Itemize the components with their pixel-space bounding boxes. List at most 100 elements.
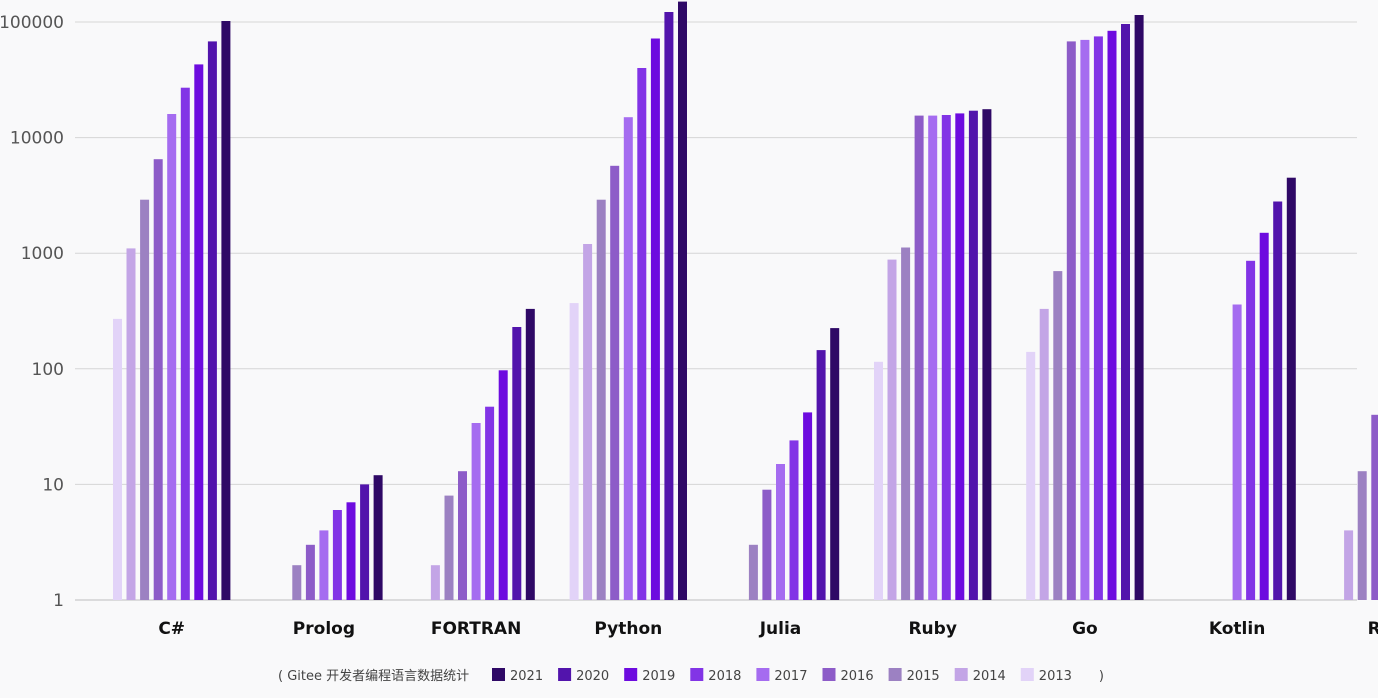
bar-ruby-2014 xyxy=(887,259,897,600)
bar-csharp-2020 xyxy=(207,41,217,600)
bar-go-2014 xyxy=(1039,308,1049,600)
bar-fortran-2019 xyxy=(498,370,508,600)
bar-csharp-2019 xyxy=(194,64,204,600)
bar-prolog-2017 xyxy=(319,530,329,600)
bar-go-2015 xyxy=(1053,271,1063,600)
bar-fortran-2016 xyxy=(458,471,467,600)
bar-kotlin-2018 xyxy=(1246,260,1256,600)
legend-swatch xyxy=(492,668,505,681)
bar-python-2021 xyxy=(678,1,687,601)
legend-swatch xyxy=(756,668,770,681)
bar-ruby-2016 xyxy=(914,115,924,600)
bar-prolog-2016 xyxy=(305,544,315,600)
legend-label: 2017 xyxy=(774,669,807,684)
y-tick-label: 10 xyxy=(42,475,64,495)
bar-julia-2021 xyxy=(830,328,840,600)
bar-rust-2014 xyxy=(1344,530,1354,600)
bar-fortran-2015 xyxy=(444,495,454,600)
x-tick-label: Rust xyxy=(1368,619,1378,639)
bar-ruby-2015 xyxy=(901,247,911,600)
bar-python-2014 xyxy=(583,244,593,600)
legend-swatch xyxy=(888,668,902,681)
legend-label: 2013 xyxy=(1039,669,1072,684)
bar-kotlin-2020 xyxy=(1273,201,1283,600)
grid-lines xyxy=(75,21,1357,601)
bar-csharp-2017 xyxy=(167,114,177,600)
x-tick-label: Kotlin xyxy=(1209,619,1265,639)
x-axis-ticks: C# Prolog FORTRAN Python Julia Ruby Go Kotlin Ru… xyxy=(158,619,1378,639)
legend-swatch xyxy=(624,668,638,681)
bar-ruby-2021 xyxy=(982,109,992,600)
x-tick-label: Prolog xyxy=(293,619,355,639)
legend-swatch xyxy=(954,668,968,681)
bar-go-2018 xyxy=(1093,36,1103,600)
bar-python-2016 xyxy=(610,165,620,601)
y-tick-label: 100000 xyxy=(0,13,64,33)
bar-kotlin-2019 xyxy=(1259,232,1269,601)
x-tick-label: Go xyxy=(1072,619,1098,639)
legend-label: 2018 xyxy=(708,669,741,684)
bar-kotlin-2021 xyxy=(1286,177,1296,600)
bar-go-2016 xyxy=(1066,41,1076,600)
legend-label: 2015 xyxy=(907,669,940,684)
legend-suffix: ) xyxy=(1099,669,1104,684)
legend-label: 2019 xyxy=(642,669,675,684)
bar-prolog-2015 xyxy=(292,565,302,600)
legend-swatch xyxy=(558,668,572,681)
bar-julia-2018 xyxy=(789,440,799,600)
legend-label: 2020 xyxy=(576,669,609,684)
legend: ( Gitee 开发者编程语言数据统计 2021 2020 2019 2018 2017 2… xyxy=(278,668,1104,684)
bar-go-2017 xyxy=(1080,39,1090,600)
bar-julia-2017 xyxy=(776,464,785,600)
bar-python-2019 xyxy=(650,38,660,600)
bar-ruby-2018 xyxy=(941,115,951,600)
bar-ruby-2020 xyxy=(968,110,978,600)
bar-csharp-2021 xyxy=(221,21,231,600)
bar-csharp-2018 xyxy=(180,87,190,600)
legend-label: 2016 xyxy=(841,669,874,684)
bar-csharp-2016 xyxy=(153,159,163,600)
bar-csharp-2014 xyxy=(126,248,136,600)
legend-swatch xyxy=(690,668,704,681)
x-tick-label: Python xyxy=(594,619,662,639)
bar-prolog-2020 xyxy=(360,484,370,600)
x-tick-label: C# xyxy=(158,619,185,639)
x-tick-label: Julia xyxy=(759,619,802,639)
bar-python-2015 xyxy=(596,199,606,600)
bar-go-2013 xyxy=(1026,351,1036,600)
bar-go-2021 xyxy=(1134,15,1144,600)
bar-go-2019 xyxy=(1107,30,1117,601)
bar-python-2018 xyxy=(637,68,647,600)
x-tick-label: FORTRAN xyxy=(431,619,521,639)
y-tick-label: 100 xyxy=(32,360,64,380)
bar-fortran-2021 xyxy=(525,308,535,600)
bar-julia-2015 xyxy=(748,544,758,600)
legend-label: 2014 xyxy=(973,669,1006,684)
bar-julia-2019 xyxy=(803,412,813,600)
bar-ruby-2019 xyxy=(955,113,965,601)
y-tick-label: 1 xyxy=(53,591,64,611)
bar-csharp-2013 xyxy=(113,318,122,600)
bar-kotlin-2017 xyxy=(1232,304,1242,600)
bar-rust-2015 xyxy=(1357,471,1367,600)
bar-python-2017 xyxy=(623,117,633,600)
legend-swatch xyxy=(822,668,836,681)
y-axis-ticks: 1 10 100 1000 10000 100000 xyxy=(0,13,64,611)
x-tick-label: Ruby xyxy=(908,619,956,639)
bar-rust-2016 xyxy=(1371,414,1378,600)
bar-python-2020 xyxy=(664,12,674,600)
bar-csharp-2015 xyxy=(140,199,150,600)
bars xyxy=(113,1,1378,601)
bar-ruby-2013 xyxy=(874,361,883,600)
bar-fortran-2014 xyxy=(430,565,440,600)
bar-fortran-2018 xyxy=(485,406,495,600)
bar-python-2013 xyxy=(569,303,579,600)
bar-fortran-2020 xyxy=(512,327,522,600)
bar-ruby-2017 xyxy=(928,115,938,600)
bar-julia-2016 xyxy=(762,489,772,600)
bar-fortran-2017 xyxy=(471,423,481,600)
legend-swatch xyxy=(1020,668,1034,681)
bar-prolog-2019 xyxy=(346,502,356,600)
